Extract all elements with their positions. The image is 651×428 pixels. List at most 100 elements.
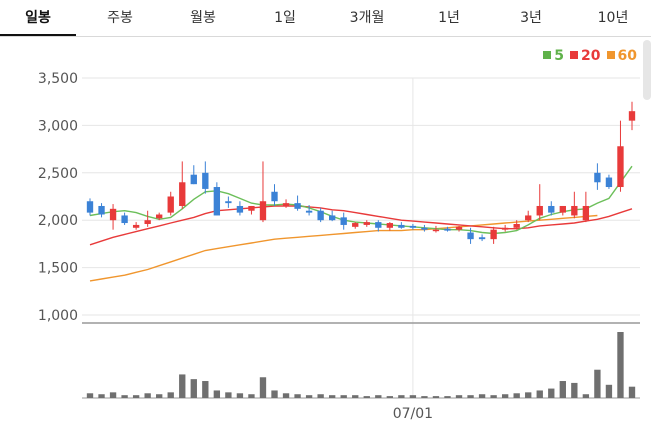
- volume-bar: [294, 394, 301, 398]
- tab-3[interactable]: 1일: [274, 10, 296, 26]
- tab-7[interactable]: 10년: [597, 10, 629, 26]
- volume-bar: [375, 395, 382, 398]
- candle-body: [328, 215, 336, 221]
- volume-bar: [467, 395, 474, 398]
- volume-bar: [259, 377, 267, 398]
- tab-4[interactable]: 3개월: [349, 10, 385, 26]
- candle-body: [317, 210, 324, 221]
- volume-bar: [548, 388, 555, 398]
- y-tick-label: 1,000: [38, 308, 78, 324]
- candle-body: [109, 208, 117, 221]
- volume-bar: [248, 394, 255, 398]
- volume-bar: [121, 395, 128, 398]
- volume-bar: [328, 395, 336, 398]
- y-tick-label: 3,500: [38, 71, 78, 87]
- y-tick-label: 2,500: [38, 166, 78, 182]
- candle-body: [98, 205, 105, 215]
- y-tick-label: 1,500: [38, 261, 78, 277]
- volume-bar: [571, 382, 578, 398]
- candle-body: [144, 220, 151, 224]
- volume-bar: [582, 394, 590, 398]
- candle-body: [455, 226, 463, 230]
- candle-body: [375, 222, 382, 228]
- candle-body: [294, 203, 301, 209]
- volume-bar: [86, 393, 94, 398]
- candle-body: [282, 203, 290, 206]
- candle-body: [121, 215, 128, 224]
- candle-body: [156, 214, 163, 219]
- candle-body: [271, 191, 278, 202]
- x-tick-label: 07/01: [393, 406, 433, 422]
- volume-bar: [156, 394, 163, 398]
- candle-body: [225, 201, 232, 204]
- candle-body: [421, 227, 428, 230]
- tab-5[interactable]: 1년: [438, 10, 460, 26]
- ma60-line: [89, 214, 598, 282]
- candle-body: [501, 227, 509, 230]
- tab-6[interactable]: 3년: [520, 10, 542, 26]
- candle-body: [386, 223, 394, 228]
- volume-bar: [98, 394, 105, 398]
- legend-item-0: 5: [543, 48, 564, 64]
- volume-bar: [202, 381, 209, 398]
- legend-label: 5: [554, 48, 565, 64]
- candle-body: [398, 224, 405, 228]
- volume-bar: [236, 393, 244, 398]
- legend-item-2: 60: [606, 48, 637, 64]
- volume-bar: [282, 393, 290, 398]
- volume-bar: [605, 384, 613, 398]
- tab-1[interactable]: 주봉: [107, 10, 133, 26]
- volume-bar: [144, 393, 151, 398]
- candle-body: [132, 224, 140, 228]
- tab-2[interactable]: 월봉: [190, 10, 216, 26]
- candle-body: [236, 205, 244, 213]
- candle-body: [525, 215, 532, 221]
- volume-bar: [305, 395, 313, 398]
- volume-bar: [478, 394, 486, 398]
- candle-body: [340, 217, 347, 225]
- volume-bar: [513, 393, 520, 398]
- legend-swatch: [606, 51, 615, 59]
- candle-body: [409, 225, 417, 228]
- volume-bar: [190, 379, 197, 398]
- candle-body: [179, 182, 186, 206]
- volume-bar: [421, 396, 428, 398]
- candle-body: [467, 232, 474, 240]
- volume-bar: [432, 396, 440, 398]
- candle-body: [513, 223, 520, 228]
- candle-body: [548, 205, 555, 213]
- candle-body: [248, 205, 255, 211]
- period-tabs: 일봉 주봉 월봉 1일 3개월 1년 3년 10년: [0, 0, 651, 37]
- legend-swatch: [543, 51, 552, 59]
- scrollbar[interactable]: [643, 40, 651, 100]
- legend-swatch: [570, 51, 579, 59]
- candle-body: [582, 205, 590, 221]
- volume-bar: [109, 392, 117, 398]
- candle-body: [86, 201, 94, 213]
- volume-bar: [271, 390, 278, 398]
- volume-bar: [398, 395, 405, 398]
- y-tick-label: 3,000: [38, 118, 78, 134]
- volume-bar: [363, 396, 370, 398]
- tab-0[interactable]: 일봉: [0, 0, 76, 36]
- candle-body: [605, 177, 613, 188]
- candle-body: [444, 228, 451, 231]
- volume-bar: [340, 395, 347, 398]
- candle-body: [432, 229, 440, 232]
- ma20-line: [89, 205, 633, 246]
- volume-bar: [594, 369, 601, 398]
- candle-body: [213, 187, 221, 216]
- candle-body: [559, 205, 566, 213]
- volume-bar: [386, 396, 394, 398]
- volume-bar: [559, 381, 566, 398]
- legend-item-1: 20: [570, 48, 601, 64]
- volume-bar: [225, 392, 232, 398]
- volume-bar: [617, 332, 624, 398]
- volume-bar: [536, 390, 543, 398]
- volume-bar: [628, 386, 636, 398]
- volume-bar: [317, 394, 324, 398]
- volume-bar: [501, 394, 509, 398]
- legend: 5 20 60: [537, 48, 637, 64]
- volume-bar: [455, 395, 463, 398]
- volume-bar: [167, 392, 174, 398]
